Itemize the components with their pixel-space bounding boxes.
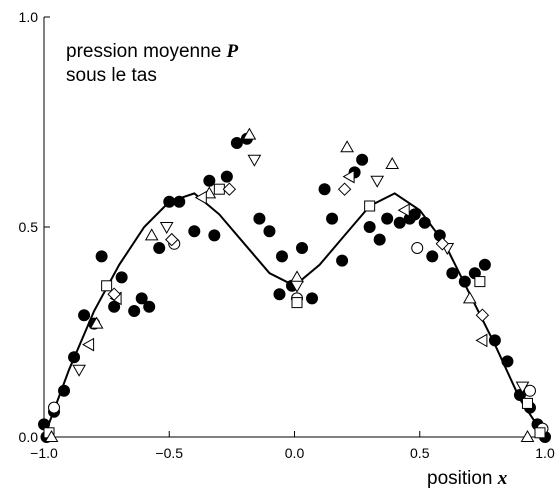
data-points-layer <box>38 127 551 443</box>
y-tick-label: 0.5 <box>19 219 39 235</box>
data-point-filled-circle <box>128 305 141 317</box>
data-point-filled-circle <box>446 267 459 280</box>
data-point-open-triangle-down <box>515 381 530 394</box>
data-point-filled-circle <box>363 221 376 233</box>
data-point-open-triangle-left <box>194 190 207 205</box>
data-point-filled-circle <box>501 355 514 368</box>
data-point-open-diamond <box>165 232 179 247</box>
data-point-open-diamond <box>435 237 450 251</box>
annotation-variable: P <box>226 41 239 62</box>
data-point-filled-circle <box>458 275 471 288</box>
data-point-filled-circle <box>68 351 81 364</box>
y-tick-label: 0.0 <box>19 429 39 445</box>
data-point-filled-circle <box>108 300 121 313</box>
data-point-filled-circle <box>208 229 221 242</box>
x-tick-label: −0.5 <box>155 445 183 461</box>
data-point-filled-circle <box>188 225 201 238</box>
data-point-open-triangle-up <box>290 270 304 283</box>
data-point-filled-circle <box>488 334 501 347</box>
data-point-filled-circle <box>393 216 406 229</box>
data-point-open-square <box>101 280 113 292</box>
data-point-filled-circle <box>373 233 386 246</box>
data-point-open-triangle-left <box>82 337 95 352</box>
data-point-filled-circle <box>478 258 491 271</box>
x-tick-label: 0.5 <box>410 445 430 461</box>
data-point-open-triangle-up <box>462 291 477 304</box>
annotation-line-1: pression moyenne P <box>66 40 238 64</box>
data-point-filled-circle <box>408 208 421 221</box>
data-point-open-square <box>474 276 486 288</box>
data-point-filled-circle <box>318 183 331 196</box>
data-point-open-triangle-up <box>340 140 354 153</box>
data-point-open-triangle-left <box>342 169 355 184</box>
data-point-open-triangle-up <box>144 228 159 241</box>
data-point-open-triangle-up <box>520 429 535 442</box>
x-axis-label-text: position <box>427 468 498 489</box>
data-point-open-circle <box>48 401 61 414</box>
x-axis-label: position x <box>427 468 507 490</box>
data-point-open-diamond <box>337 182 352 196</box>
data-point-filled-circle <box>296 242 309 254</box>
data-point-filled-circle <box>263 225 276 238</box>
x-tick-label: 1.0 <box>535 445 555 461</box>
data-point-open-triangle-up <box>385 156 400 169</box>
data-point-filled-circle <box>95 250 108 263</box>
chart-annotation: pression moyenne P sous le tas <box>66 40 238 88</box>
annotation-line-1-text: pression moyenne <box>66 41 227 62</box>
data-point-filled-circle <box>326 212 339 225</box>
data-point-open-triangle-up <box>89 316 104 329</box>
data-point-open-diamond <box>222 182 237 196</box>
data-point-filled-circle <box>163 195 176 208</box>
data-point-filled-circle <box>253 212 266 225</box>
data-point-filled-circle <box>336 254 349 267</box>
data-point-filled-circle <box>78 309 91 322</box>
data-point-open-triangle-up <box>242 127 257 140</box>
data-point-open-triangle-down <box>370 175 385 188</box>
data-point-filled-circle <box>356 153 369 166</box>
data-point-open-circle <box>523 384 536 397</box>
data-point-open-triangle-down <box>290 280 304 293</box>
data-point-filled-circle <box>275 250 288 263</box>
data-point-open-triangle-down <box>72 364 86 377</box>
data-point-open-square <box>534 427 546 439</box>
data-point-open-square <box>521 397 533 409</box>
data-point-filled-circle <box>220 170 233 183</box>
tick-labels-layer: −1.0 −0.5 0.0 0.5 1.0 0.0 0.5 1.0 <box>19 9 555 461</box>
data-point-filled-circle <box>115 271 128 284</box>
data-point-open-circle <box>411 242 424 254</box>
data-point-open-square <box>291 297 303 309</box>
data-point-filled-circle <box>306 292 319 305</box>
data-point-filled-circle <box>381 212 394 225</box>
data-point-filled-circle <box>135 292 148 305</box>
data-point-filled-circle <box>426 250 439 263</box>
model-curve-layer <box>43 192 546 438</box>
data-point-filled-circle <box>58 384 71 397</box>
annotation-line-2: sous le tas <box>66 65 157 86</box>
data-point-open-triangle-down <box>247 154 262 167</box>
data-point-filled-circle <box>153 242 166 254</box>
data-point-open-diamond <box>107 287 121 301</box>
data-point-filled-circle <box>273 288 286 301</box>
data-point-open-diamond <box>475 308 490 322</box>
data-point-open-square <box>364 200 376 212</box>
data-point-filled-circle <box>173 195 186 208</box>
data-point-filled-circle <box>230 137 243 149</box>
data-point-open-triangle-up <box>44 429 59 442</box>
data-point-open-triangle-down <box>159 222 174 235</box>
data-point-filled-circle <box>418 216 431 229</box>
model-curve <box>43 192 546 438</box>
axes <box>43 16 546 438</box>
data-point-open-triangle-left <box>475 333 488 348</box>
data-point-filled-circle <box>203 174 216 187</box>
y-tick-label: 1.0 <box>19 9 39 25</box>
x-axis-variable: x <box>497 468 508 489</box>
data-point-open-triangle-left <box>397 203 410 218</box>
x-tick-label: 0.0 <box>285 445 305 461</box>
data-point-filled-circle <box>143 300 156 313</box>
x-tick-label: −1.0 <box>30 445 58 461</box>
